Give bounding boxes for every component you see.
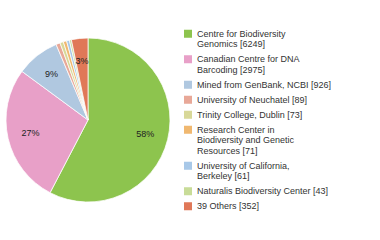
legend-label: University of Neuchatel [89]	[197, 95, 307, 105]
legend-label: Centre for BiodiversityGenomics [6249]	[197, 29, 286, 50]
legend-label: Research Center inBiodiversity and Genet…	[197, 125, 295, 156]
legend: Centre for BiodiversityGenomics [6249] Ca…	[184, 29, 331, 212]
legend-swatch	[184, 162, 192, 170]
data-label: 3%	[75, 56, 88, 66]
data-label: 9%	[45, 69, 58, 79]
data-labels: 58% 27% 9% 3%	[21, 56, 154, 139]
legend-swatch	[184, 55, 192, 63]
data-label: 27%	[21, 128, 39, 138]
legend-label: Mined from GenBank, NCBI [926]	[197, 80, 331, 90]
legend-swatch	[184, 187, 192, 195]
legend-swatch	[184, 111, 192, 119]
pie-slice	[71, 38, 88, 120]
legend-swatch	[184, 81, 192, 89]
chart-container: 58% 27% 9% 3% Centre for BiodiversityGenomic…	[0, 0, 380, 240]
legend-swatch	[184, 96, 192, 104]
legend-swatch	[184, 126, 192, 134]
legend-swatch	[184, 202, 192, 210]
legend-swatch	[184, 30, 192, 38]
legend-label: 39 Others [352]	[197, 201, 259, 211]
legend-label: Canadian Centre for DNABarcoding [2975]	[197, 54, 300, 75]
legend-label: Naturalis Biodiversity Center [43]	[197, 186, 328, 196]
legend-label: Trinity College, Dublin [73]	[197, 110, 302, 120]
pie	[6, 38, 170, 202]
chart: 58% 27% 9% 3% Centre for BiodiversityGenomic…	[0, 0, 380, 240]
data-label: 58%	[136, 129, 154, 139]
legend-label: University of California,Berkeley [61]	[197, 161, 290, 182]
